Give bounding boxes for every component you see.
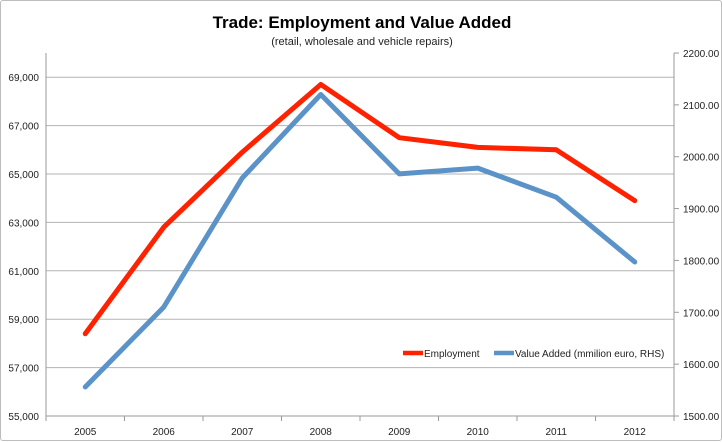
chart-title: Trade: Employment and Value Added [213,13,512,32]
y-left-tick-label: 67,000 [8,122,39,133]
legend-label-value-added: Value Added (mmilion euro, RHS) [515,349,664,360]
y-right-tick-label: 2200.00 [683,49,720,60]
x-tick-label: 2011 [545,427,567,438]
y-right-tick-label: 2000.00 [683,153,720,164]
y-left-tick-label: 59,000 [8,315,39,326]
x-tick-label: 2006 [153,427,176,438]
y-left-tick-label: 63,000 [8,218,39,229]
y-right-tick-label: 2100.00 [683,101,720,112]
y-right-tick-label: 1700.00 [683,308,720,319]
legend-label-employment: Employment [424,349,480,360]
series-line-value-added [85,94,635,386]
legend: Employment Value Added (mmilion euro, RH… [403,349,664,360]
chart-subtitle: (retail, wholesale and vehicle repairs) [271,36,453,48]
x-tick-label: 2008 [310,427,333,438]
x-tick-label: 2009 [388,427,411,438]
y-left-tick-label: 61,000 [8,267,39,278]
y-right-tick-label: 1600.00 [683,360,720,371]
y-right-tick-label: 1900.00 [683,205,720,216]
y-left-tick-label: 55,000 [8,412,39,423]
y-right-tick-label: 1500.00 [683,412,720,423]
y-left-tick-label: 69,000 [8,73,39,84]
x-tick-label: 2010 [467,427,490,438]
y-left-tick-label: 57,000 [8,364,39,375]
y-right-tick-label: 1800.00 [683,256,720,267]
x-tick-label: 2005 [74,427,97,438]
x-tick-label: 2007 [231,427,254,438]
x-tick-label: 2012 [624,427,647,438]
y-left-tick-label: 65,000 [8,170,39,181]
